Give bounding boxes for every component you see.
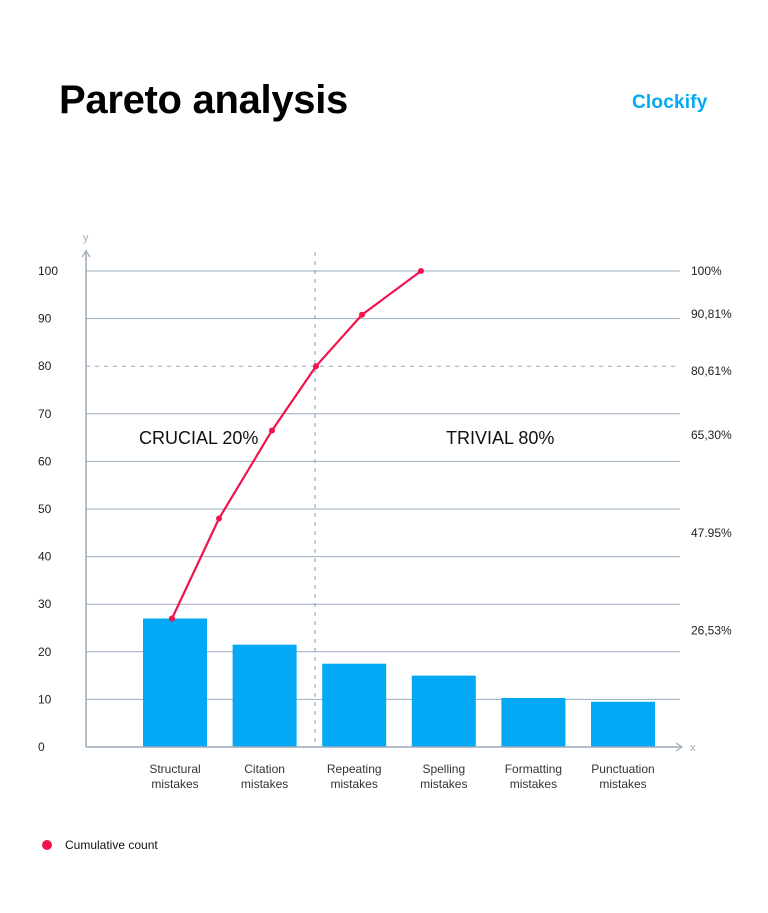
y-tick-label: 100: [38, 264, 58, 278]
right-percentage-label: 100%: [691, 264, 722, 278]
x-axis-arrow-icon: [675, 742, 684, 752]
y-tick-label: 20: [38, 645, 52, 659]
y-tick-label: 40: [38, 550, 52, 564]
cumulative-point: [313, 363, 319, 370]
y-tick-label: 30: [38, 597, 52, 611]
crucial-annotation: CRUCIAL 20%: [139, 428, 258, 448]
cumulative-point: [169, 615, 175, 622]
right-percentage-label: 26,53%: [691, 623, 732, 637]
cumulative-point: [359, 311, 365, 318]
x-tick-label: mistakes: [151, 777, 198, 791]
y-axis-label: y: [83, 232, 89, 244]
bar: [143, 618, 207, 747]
y-tick-label: 70: [38, 407, 52, 421]
legend: Cumulative count: [42, 838, 158, 852]
y-axis-arrow-icon: [81, 249, 91, 258]
x-tick-label: mistakes: [599, 777, 646, 791]
right-percentage-label: 47.95%: [691, 526, 732, 540]
x-tick-label: Formatting: [505, 762, 562, 776]
bar: [591, 701, 655, 747]
x-tick-label: mistakes: [241, 777, 288, 791]
y-tick-label: 50: [38, 502, 52, 516]
bar: [411, 675, 476, 747]
y-tick-label: 80: [38, 359, 52, 373]
trivial-annotation: TRIVIAL 80%: [446, 428, 554, 448]
x-tick-label: mistakes: [510, 777, 557, 791]
cumulative-point: [216, 515, 222, 522]
right-percentage-label: 80,61%: [691, 364, 732, 378]
y-tick-label: 10: [38, 692, 52, 706]
axis-labels: 0102030405060708090100yxStructuralmistak…: [38, 232, 732, 791]
x-tick-label: Punctuation: [591, 762, 654, 776]
page-title: Pareto analysis: [59, 78, 348, 122]
cumulative-point: [418, 268, 424, 274]
cumulative-point: [269, 427, 275, 434]
bar: [322, 663, 387, 747]
legend-dot-icon: [42, 840, 52, 850]
y-tick-label: 0: [38, 740, 45, 754]
clockify-logo: Clockify: [632, 92, 708, 113]
x-axis-label: x: [690, 742, 696, 754]
axes: [81, 249, 684, 752]
x-tick-label: Citation: [244, 762, 285, 776]
bar: [501, 697, 566, 747]
cumulative-line-series: [169, 268, 424, 622]
y-tick-label: 90: [38, 312, 52, 326]
right-percentage-label: 90,81%: [691, 307, 732, 321]
reference-lines: [86, 252, 680, 747]
y-tick-label: 60: [38, 454, 52, 468]
x-tick-label: Structural: [149, 762, 200, 776]
x-tick-label: mistakes: [331, 777, 378, 791]
bar-series: [143, 618, 655, 747]
legend-label-cumulative-count: Cumulative count: [65, 838, 158, 852]
right-percentage-label: 65,30%: [691, 428, 732, 442]
bar: [232, 644, 297, 747]
x-tick-label: Spelling: [422, 762, 465, 776]
x-tick-label: Repeating: [327, 762, 382, 776]
x-tick-label: mistakes: [420, 777, 467, 791]
cumulative-line: [171, 270, 422, 619]
